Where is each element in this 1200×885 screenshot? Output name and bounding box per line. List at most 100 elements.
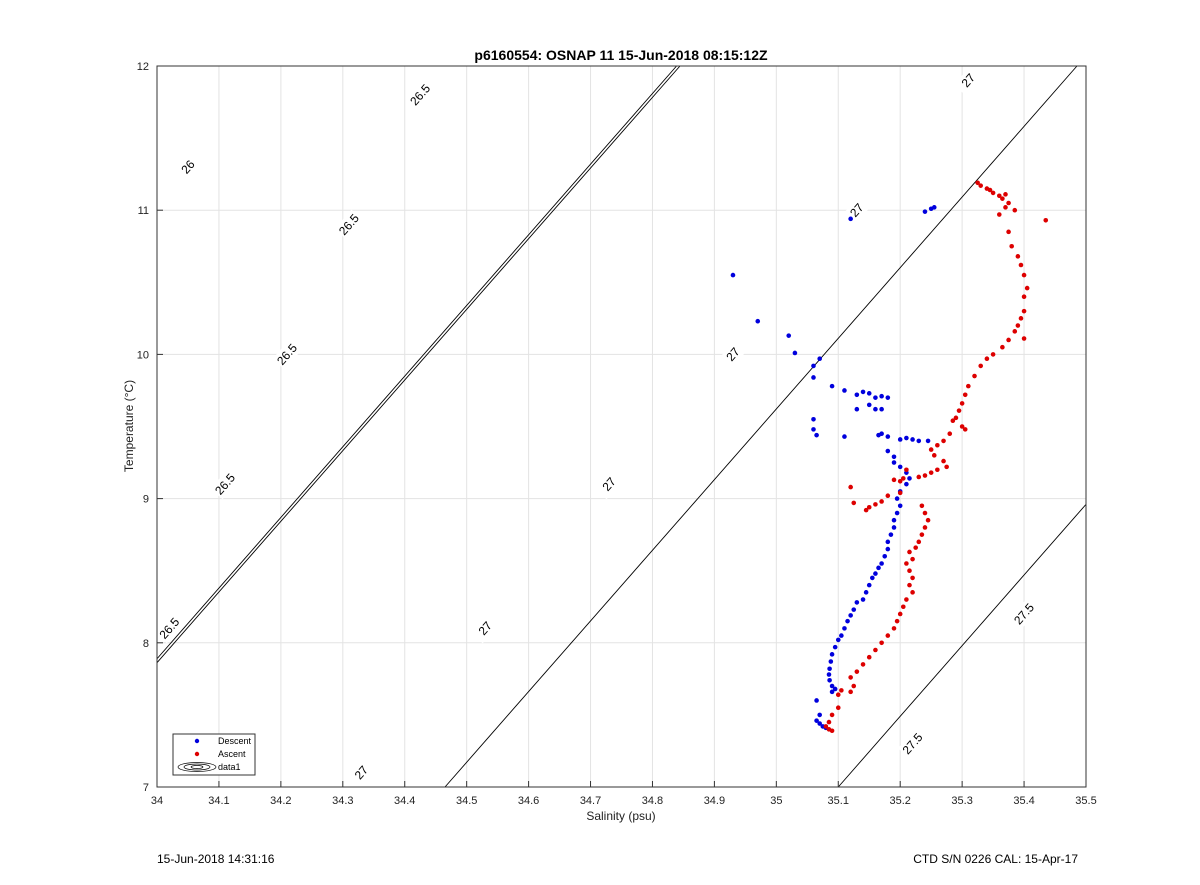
descent-point: [891, 517, 897, 523]
y-tick-label: 8: [143, 638, 149, 650]
descent-point: [814, 718, 819, 723]
descent-point: [879, 561, 884, 566]
footer-ctd-info: CTD S/N 0226 CAL: 15-Apr-17: [913, 852, 1078, 866]
descent-point: [854, 392, 860, 398]
x-tick-label: 34.6: [518, 795, 539, 807]
ascent-point: [962, 392, 968, 398]
legend-ascent-marker: [194, 751, 200, 757]
ascent-point: [907, 549, 912, 555]
x-tick-label: 35.5: [1075, 795, 1096, 807]
x-axis-ticks: 34 34.1 34.2 34.3 34.4 34.5 34.6 34.7 34.8 34.9 35…: [151, 781, 1097, 807]
isopycnal-line: [156, 65, 681, 663]
ascent-point: [829, 728, 835, 734]
descent-point: [835, 637, 841, 643]
y-axis-ticks: 7 8 9 10 11 12: [137, 61, 163, 794]
ascent-point: [1018, 316, 1024, 321]
ascent-point: [910, 590, 915, 595]
ascent-point: [916, 474, 922, 480]
ascent-point: [1003, 205, 1008, 210]
descent-point: [894, 510, 900, 516]
ascent-point: [1003, 192, 1008, 197]
ascent-point: [928, 447, 934, 452]
contour-label-bg: [1009, 598, 1039, 630]
descent-point: [916, 438, 922, 444]
plot-frame: [156, 65, 1087, 788]
ascent-point: [873, 502, 878, 507]
descent-point: [894, 496, 900, 501]
x-tick-label: 34.1: [208, 795, 229, 807]
ascent-point: [897, 611, 903, 617]
contour-label-bg: [173, 151, 203, 182]
ascent-point: [900, 604, 906, 610]
ascent-point: [1012, 207, 1018, 213]
descent-point: [876, 565, 881, 571]
contour-label-bg: [210, 469, 240, 500]
descent-point: [817, 356, 822, 362]
ascent-point: [990, 190, 996, 196]
ascent-point: [879, 499, 884, 504]
descent-point: [829, 652, 835, 657]
x-tick-label: 34.4: [394, 795, 415, 807]
ascent-point: [848, 675, 853, 680]
x-tick-label: 35.4: [1013, 795, 1034, 807]
y-tick-label: 7: [143, 782, 149, 794]
ascent-point: [950, 418, 956, 424]
descent-point: [866, 402, 872, 408]
density-contours: 2626.526.526.526.526.527272727272727.527…: [154, 65, 1087, 788]
ascent-point: [919, 503, 925, 509]
ascent-point: [919, 532, 925, 537]
ascent-point: [904, 597, 909, 602]
ascent-point: [848, 484, 853, 490]
ascent-point: [1006, 337, 1011, 343]
contour-label-bg: [898, 728, 928, 759]
contour-label-bg: [272, 339, 302, 370]
ascent-point: [922, 473, 928, 478]
ascent-point: [990, 352, 996, 357]
descent-point: [882, 553, 888, 559]
data-points: [730, 180, 1049, 734]
descent-point: [811, 363, 816, 369]
x-axis-label: Salinity (psu): [586, 809, 655, 823]
ascent-point: [1021, 272, 1027, 278]
ascent-point: [897, 478, 903, 484]
ascent-point: [885, 633, 891, 638]
legend-descent-marker: [194, 738, 200, 744]
x-tick-label: 34.2: [270, 795, 291, 807]
legend-data1-label: data1: [218, 762, 241, 772]
isopycnal-line: [837, 504, 1087, 788]
legend-contour-icon: [177, 762, 217, 772]
x-tick-label: 34: [151, 795, 163, 807]
y-axis-label: Temperature (°C): [122, 380, 136, 472]
ascent-point: [866, 654, 872, 660]
contour-label-bg: [953, 65, 983, 96]
isopycnal-line: [156, 65, 677, 660]
descent-point: [922, 209, 928, 214]
descent-point: [842, 626, 847, 631]
descent-point: [897, 503, 903, 509]
descent-point: [888, 532, 894, 537]
descent-point: [792, 350, 798, 356]
descent-point: [891, 525, 897, 530]
descent-point: [832, 686, 838, 692]
ascent-point: [959, 401, 965, 406]
descent-point: [860, 389, 866, 395]
contour-label-bg: [346, 757, 376, 788]
descent-point: [891, 454, 897, 460]
descent-point: [730, 272, 736, 278]
ascent-point: [1015, 254, 1021, 259]
descent-point: [854, 600, 860, 605]
ascent-point: [996, 212, 1002, 217]
descent-point: [827, 666, 832, 672]
isopycnal-line: [444, 65, 1078, 788]
ascent-point: [897, 490, 903, 496]
chart-title: p6160554: OSNAP 11 15-Jun-2018 08:15:12Z: [474, 47, 768, 63]
footer-timestamp: 15-Jun-2018 14:31:16: [157, 852, 275, 866]
ascent-point: [863, 507, 869, 513]
descent-point: [885, 448, 891, 454]
descent-point: [885, 539, 891, 545]
ascent-point: [931, 453, 937, 458]
ascent-point: [1000, 344, 1005, 350]
ascent-point: [928, 470, 934, 475]
ascent-point: [891, 477, 897, 483]
